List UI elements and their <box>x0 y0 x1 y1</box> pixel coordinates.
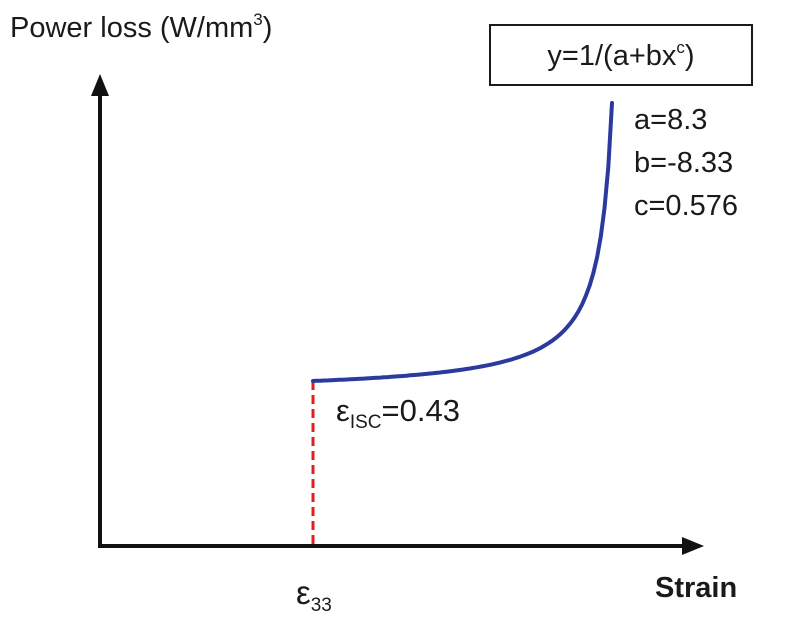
y-axis-arrow <box>91 74 109 96</box>
threshold-annotation: εISC=0.43 <box>336 393 460 433</box>
equation-text: y=1/(a+bxc) <box>547 37 695 72</box>
equation-box: y=1/(a+bxc) <box>489 24 753 86</box>
x-axis-label: Strain <box>655 572 738 604</box>
param-a-label: a=8.3 <box>634 104 708 136</box>
y-axis-label: Power loss (W/mm3) <box>10 10 273 44</box>
x-tick-label-e33: ε33 <box>296 574 332 616</box>
x-axis-arrow <box>682 537 704 555</box>
param-c-label: c=0.576 <box>634 190 739 222</box>
param-b-label: b=-8.33 <box>634 147 734 179</box>
series-line <box>311 101 614 383</box>
